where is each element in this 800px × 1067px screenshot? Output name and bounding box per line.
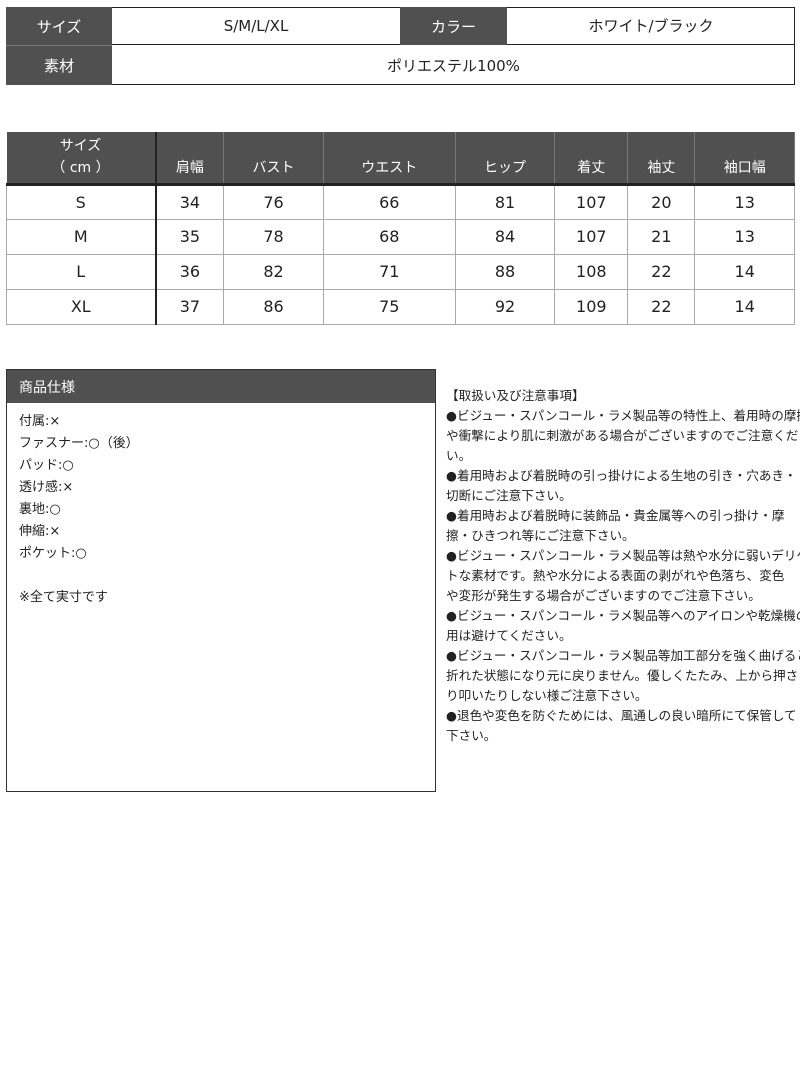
color-label: カラー (400, 7, 507, 45)
measure-cell: 37 (154, 288, 225, 325)
spec-item: ファスナー:○（後） (19, 436, 139, 451)
measure-cell: 88 (454, 253, 556, 290)
column-header: バスト (223, 132, 324, 184)
measure-cell: 76 (223, 183, 324, 220)
size-cell: S (6, 183, 157, 220)
measure-cell: 34 (154, 183, 225, 220)
measure-cell: 21 (627, 218, 696, 255)
care-line: ●ビジュー・スパンコール・ラメ製品等の特性上、着用時の摩擦 (446, 408, 800, 423)
care-line: ●ビジュー・スパンコール・ラメ製品等へのアイロンや乾燥機の使 (446, 608, 800, 623)
care-line: ●ビジュー・スパンコール・ラメ製品等加工部分を強く曲げると (446, 648, 800, 663)
material-label: 素材 (6, 45, 112, 85)
measure-cell: 107 (554, 218, 629, 255)
measure-cell: 22 (627, 253, 696, 290)
care-line: 用は避けてください。 (446, 628, 572, 643)
measure-cell: 86 (223, 288, 324, 325)
product-spec-title: 商品仕様 (7, 370, 435, 403)
care-line: ●着用時および着脱時の引っ掛けによる生地の引き・穴あき・ (446, 468, 797, 483)
measure-cell: 92 (454, 288, 556, 325)
care-line: 擦・ひきつれ等にご注意下さい。 (446, 528, 635, 543)
care-line: り叩いたりしない様ご注意下さい。 (446, 688, 648, 703)
size-header-unit: （ cm ） (51, 160, 110, 177)
care-line: 下さい。 (446, 728, 497, 743)
color-value: ホワイト/ブラック (507, 7, 795, 45)
table-row: S 34 76 66 81 107 20 13 (6, 183, 795, 220)
size-table: サイズ（ cm ） 肩幅 バスト ウエスト ヒップ 着丈 袖丈 袖口幅 S 34 7… (6, 132, 795, 325)
spec-item: 付属:× (19, 414, 61, 429)
table-row: XL 37 86 75 92 109 22 14 (6, 288, 795, 325)
measure-cell: 81 (454, 183, 556, 220)
size-header-line1: サイズ (59, 138, 102, 155)
care-line: い。 (446, 448, 472, 463)
care-line: トな素材です。熱や水分による表面の剥がれや色落ち、変色 (446, 568, 785, 583)
measure-cell: 107 (554, 183, 629, 220)
measure-cell: 14 (694, 253, 795, 290)
table-row: M 35 78 68 84 107 21 13 (6, 218, 795, 255)
measure-cell: 35 (154, 218, 225, 255)
size-cell: L (6, 253, 157, 290)
spec-item: 裏地:○ (19, 502, 61, 517)
care-notes: 【取扱い及び注意事項】 ●ビジュー・スパンコール・ラメ製品等の特性上、着用時の摩… (446, 386, 800, 746)
measure-cell: 82 (223, 253, 324, 290)
care-line: ●ビジュー・スパンコール・ラメ製品等は熱や水分に弱いデリケー (446, 548, 800, 563)
column-header: 肩幅 (155, 132, 225, 184)
measure-cell: 108 (554, 253, 629, 290)
column-header: ウエスト (323, 132, 456, 184)
spec-item: 透け感:× (19, 480, 74, 495)
measure-cell: 20 (627, 183, 696, 220)
column-header: 袖丈 (627, 132, 696, 184)
care-line: ●着用時および着脱時に装飾品・貴金属等への引っ掛け・摩 (446, 508, 785, 523)
measure-cell: 36 (154, 253, 225, 290)
spec-note: ※全て実寸です (19, 590, 108, 605)
column-header: ヒップ (455, 132, 556, 184)
measure-cell: 71 (322, 253, 456, 290)
table-row: L 36 82 71 88 108 22 14 (6, 253, 795, 290)
measure-cell: 13 (694, 218, 795, 255)
column-header: 袖口幅 (694, 132, 795, 184)
care-line: や衝撃により肌に刺激がある場合がございますのでご注意くださ (446, 428, 800, 443)
care-line: 切断にご注意下さい。 (446, 488, 572, 503)
size-label: サイズ (6, 7, 112, 45)
measure-cell: 66 (322, 183, 456, 220)
measure-cell: 109 (554, 288, 629, 325)
measure-cell: 75 (322, 288, 456, 325)
size-cell: M (6, 218, 157, 255)
measure-cell: 78 (223, 218, 324, 255)
size-cell: XL (6, 288, 157, 325)
spec-item: パッド:○ (19, 458, 74, 473)
spec-item: ポケット:○ (19, 546, 87, 561)
measure-cell: 22 (627, 288, 696, 325)
care-title: 【取扱い及び注意事項】 (446, 388, 585, 403)
size-header: サイズ （ cm ） (6, 132, 157, 184)
product-spec-box: 商品仕様 付属:× ファスナー:○（後） パッド:○ 透け感:× 裏地:○ 伸縮:× ポケッ… (6, 369, 436, 792)
material-value: ポリエステル100% (387, 56, 520, 75)
measure-cell: 14 (694, 288, 795, 325)
measure-cell: 13 (694, 183, 795, 220)
measure-cell: 84 (454, 218, 556, 255)
care-line: ●退色や変色を防ぐためには、風通しの良い暗所にて保管して (446, 708, 797, 723)
care-line: や変形が発生する場合がございますのでご注意下さい。 (446, 588, 761, 603)
measure-cell: 68 (322, 218, 456, 255)
column-header: 着丈 (554, 132, 629, 184)
care-line: 折れた状態になり元に戻りません。優しくたたみ、上から押さえた (446, 668, 800, 683)
size-value: S/M/L/XL (112, 7, 400, 45)
spec-item: 伸縮:× (19, 524, 61, 539)
